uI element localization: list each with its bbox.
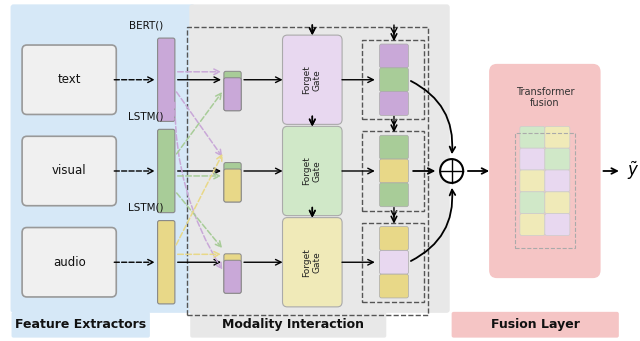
Bar — [362, 131, 424, 211]
FancyBboxPatch shape — [282, 127, 342, 216]
FancyBboxPatch shape — [545, 127, 570, 148]
FancyBboxPatch shape — [545, 214, 570, 236]
FancyBboxPatch shape — [22, 136, 116, 206]
Text: LSTM(): LSTM() — [128, 112, 164, 121]
FancyBboxPatch shape — [282, 218, 342, 307]
FancyBboxPatch shape — [545, 192, 570, 214]
Text: Fusion Layer: Fusion Layer — [491, 318, 580, 331]
Circle shape — [440, 159, 463, 183]
FancyBboxPatch shape — [190, 312, 387, 338]
FancyBboxPatch shape — [380, 92, 408, 116]
Text: Forget
Gate: Forget Gate — [303, 157, 322, 186]
Text: audio: audio — [53, 256, 86, 269]
Text: Forget
Gate: Forget Gate — [303, 65, 322, 94]
FancyBboxPatch shape — [157, 221, 175, 304]
Bar — [362, 40, 424, 119]
FancyBboxPatch shape — [520, 148, 545, 170]
Text: Modality Interaction: Modality Interaction — [222, 318, 364, 331]
Text: Transformer
fusion: Transformer fusion — [516, 87, 574, 108]
FancyBboxPatch shape — [224, 260, 241, 293]
FancyBboxPatch shape — [380, 226, 408, 250]
FancyBboxPatch shape — [380, 44, 408, 68]
FancyBboxPatch shape — [380, 68, 408, 92]
FancyBboxPatch shape — [157, 38, 175, 121]
FancyBboxPatch shape — [520, 192, 545, 214]
Text: Forget
Gate: Forget Gate — [303, 248, 322, 277]
FancyBboxPatch shape — [545, 148, 570, 170]
FancyBboxPatch shape — [189, 4, 450, 313]
FancyBboxPatch shape — [22, 227, 116, 297]
Text: text: text — [58, 73, 81, 86]
Text: BERT(): BERT() — [129, 20, 163, 30]
FancyBboxPatch shape — [380, 183, 408, 207]
Text: Feature Extractors: Feature Extractors — [15, 318, 147, 331]
FancyBboxPatch shape — [380, 135, 408, 159]
FancyBboxPatch shape — [224, 71, 241, 111]
FancyBboxPatch shape — [380, 250, 408, 274]
FancyBboxPatch shape — [224, 163, 241, 202]
FancyBboxPatch shape — [489, 64, 600, 278]
Bar — [188, 27, 428, 315]
FancyBboxPatch shape — [545, 170, 570, 192]
Text: visual: visual — [52, 164, 86, 178]
FancyBboxPatch shape — [380, 159, 408, 183]
FancyBboxPatch shape — [520, 170, 545, 192]
Text: LSTM(): LSTM() — [128, 203, 164, 213]
FancyBboxPatch shape — [224, 78, 241, 111]
FancyBboxPatch shape — [282, 35, 342, 124]
Bar — [362, 223, 424, 302]
FancyBboxPatch shape — [452, 312, 619, 338]
FancyBboxPatch shape — [224, 169, 241, 202]
FancyBboxPatch shape — [520, 127, 545, 148]
FancyBboxPatch shape — [11, 4, 195, 313]
FancyBboxPatch shape — [520, 214, 545, 236]
FancyBboxPatch shape — [12, 312, 150, 338]
FancyBboxPatch shape — [157, 129, 175, 213]
FancyBboxPatch shape — [224, 254, 241, 293]
Text: $\tilde{y}$: $\tilde{y}$ — [627, 160, 639, 182]
FancyBboxPatch shape — [380, 274, 408, 298]
FancyBboxPatch shape — [22, 45, 116, 115]
Bar — [515, 133, 575, 248]
